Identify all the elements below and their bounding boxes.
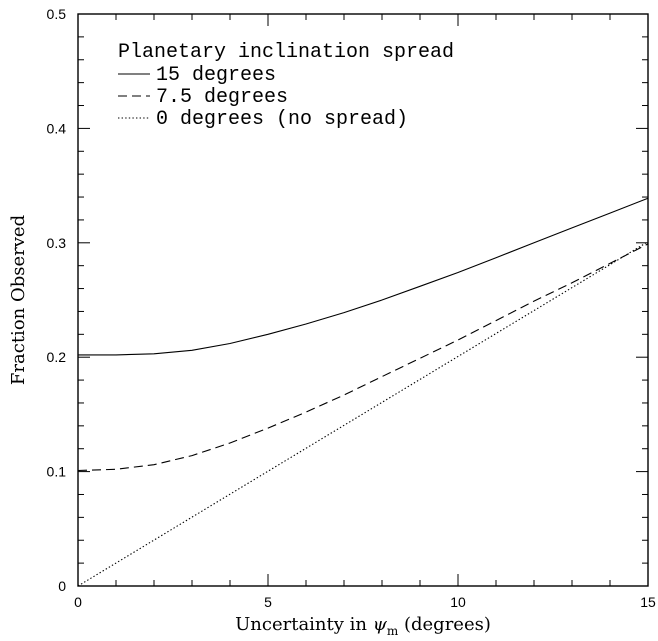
y-tick-label: 0.3 (47, 235, 67, 251)
legend: Planetary inclination spread 15 degrees7… (118, 41, 454, 131)
legend-label: 7.5 degrees (156, 86, 288, 109)
y-tick-label: 0 (58, 578, 66, 594)
y-axis-title: Fraction Observed (8, 215, 29, 385)
x-axis-title: Uncertainty in ψm (degrees) (235, 614, 491, 638)
series-line (78, 197, 649, 356)
x-tick-label: 5 (264, 594, 272, 610)
y-tick-label: 0.4 (47, 120, 67, 136)
legend-label: 0 degrees (no spread) (156, 108, 408, 131)
legend-label: 15 degrees (156, 64, 276, 87)
x-tick-label: 15 (640, 594, 656, 610)
y-tick-label: 0.5 (47, 6, 67, 22)
axis-ticks (77, 13, 649, 587)
x-axis-title-suffix: (degrees) (398, 614, 491, 635)
series-line (77, 243, 649, 472)
y-tick-label: 0.1 (47, 464, 67, 480)
x-tick-label: 0 (74, 594, 82, 610)
y-tick-label: 0.2 (47, 349, 67, 365)
x-axis-title-prefix: Uncertainty in (235, 614, 373, 635)
series-lines (77, 197, 649, 587)
x-axis-title-symbol: ψ (373, 614, 388, 635)
axis-tick-labels: 0 5 10 15 0 0.1 0.2 0.3 0.4 0.5 (47, 6, 656, 610)
x-axis-title-subscript: m (387, 624, 399, 638)
series-line (77, 241, 649, 587)
legend-title: Planetary inclination spread (118, 41, 454, 64)
x-tick-label: 10 (450, 594, 466, 610)
plot-frame (77, 13, 649, 587)
